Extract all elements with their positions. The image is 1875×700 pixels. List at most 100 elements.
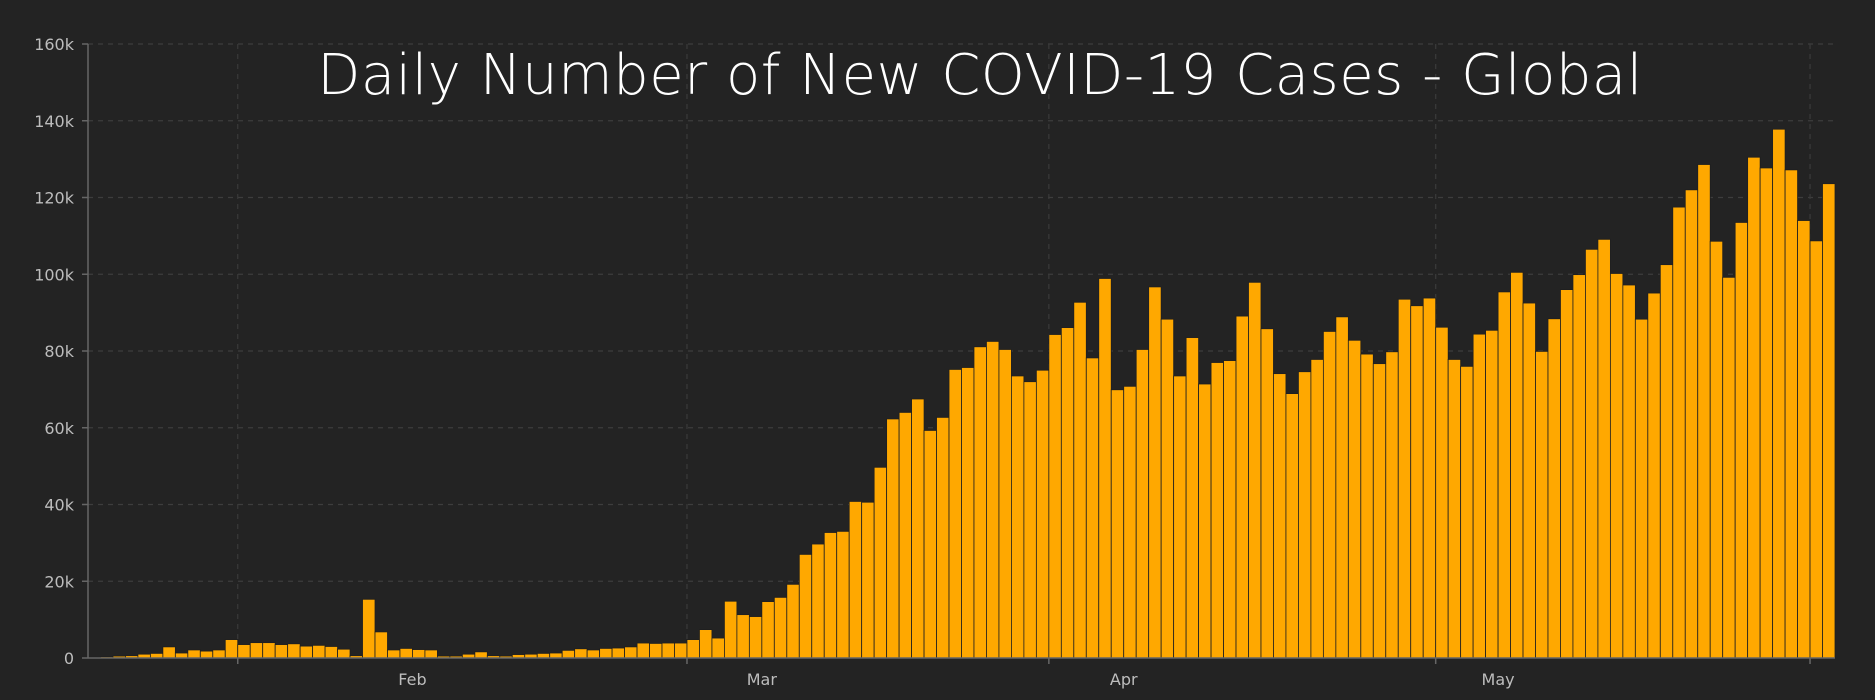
bar bbox=[1709, 240, 1724, 659]
bar bbox=[362, 598, 376, 659]
bar bbox=[911, 398, 925, 659]
y-tick-label: 20k bbox=[44, 572, 74, 591]
bar bbox=[898, 411, 912, 659]
bar bbox=[1260, 328, 1274, 659]
bar bbox=[574, 648, 588, 659]
bar bbox=[1822, 183, 1836, 659]
bar bbox=[249, 642, 264, 659]
bar bbox=[274, 644, 289, 659]
bar bbox=[1460, 365, 1474, 659]
bar bbox=[324, 646, 338, 659]
bar bbox=[1560, 289, 1574, 659]
bar bbox=[724, 600, 738, 659]
bar bbox=[611, 647, 625, 659]
bar bbox=[1298, 371, 1312, 659]
bar bbox=[748, 616, 763, 659]
x-tick-label: Mar bbox=[747, 670, 778, 689]
y-tick-label: 40k bbox=[44, 496, 74, 515]
bar bbox=[1085, 357, 1100, 659]
y-tick-label: 0 bbox=[64, 649, 74, 668]
bar bbox=[1098, 278, 1112, 659]
bar bbox=[948, 369, 962, 659]
bar bbox=[1572, 274, 1586, 659]
bar bbox=[1073, 301, 1087, 659]
x-tick-label: May bbox=[1482, 670, 1515, 689]
bar bbox=[986, 341, 1000, 659]
bar bbox=[1285, 393, 1299, 659]
bar bbox=[1035, 369, 1050, 659]
bar bbox=[1310, 359, 1324, 659]
bar bbox=[848, 501, 863, 659]
bar bbox=[1273, 373, 1287, 659]
bar bbox=[1659, 264, 1674, 659]
bar bbox=[387, 649, 401, 659]
bar bbox=[312, 644, 326, 659]
bar bbox=[1360, 353, 1374, 659]
bar bbox=[674, 642, 688, 659]
bar bbox=[237, 644, 251, 659]
bar bbox=[561, 649, 576, 659]
y-tick-label: 80k bbox=[44, 342, 74, 361]
y-tick-label: 60k bbox=[44, 419, 74, 438]
bar bbox=[1547, 318, 1561, 659]
bar bbox=[586, 649, 601, 659]
bar bbox=[861, 501, 875, 659]
bar bbox=[1447, 359, 1462, 659]
bar bbox=[1634, 318, 1649, 659]
chart-title: Daily Number of New COVID-19 Cases - Glo… bbox=[317, 43, 1643, 108]
bar bbox=[1023, 381, 1037, 659]
bar bbox=[1110, 389, 1125, 659]
bar bbox=[1435, 326, 1449, 659]
bar bbox=[1372, 363, 1387, 659]
y-axis-ticks: 0 20k 40k 60k 80k 100k 120k 140k 160k bbox=[34, 35, 88, 668]
bar bbox=[1210, 362, 1224, 659]
bar bbox=[936, 416, 950, 659]
bar bbox=[823, 532, 838, 659]
bar bbox=[1011, 375, 1025, 659]
bar bbox=[1672, 206, 1686, 659]
bar bbox=[399, 648, 413, 659]
bar bbox=[1322, 331, 1337, 659]
bar bbox=[299, 645, 314, 659]
bar bbox=[873, 466, 888, 659]
bar bbox=[798, 553, 813, 659]
x-tick-label: Feb bbox=[398, 670, 426, 689]
y-tick-label: 140k bbox=[34, 112, 75, 131]
bar bbox=[1198, 383, 1212, 659]
bar bbox=[1585, 248, 1599, 659]
bar bbox=[1397, 298, 1412, 659]
bar bbox=[199, 650, 214, 659]
bar bbox=[1160, 318, 1175, 659]
bar bbox=[1510, 271, 1524, 659]
bar bbox=[1148, 286, 1162, 659]
bar bbox=[1497, 291, 1511, 659]
x-tick-label: Apr bbox=[1110, 670, 1138, 689]
y-tick-label: 100k bbox=[34, 265, 75, 284]
bar bbox=[1797, 220, 1811, 659]
bar bbox=[1347, 339, 1362, 659]
bar bbox=[1135, 349, 1150, 659]
bar bbox=[1522, 302, 1536, 659]
bar bbox=[836, 530, 850, 659]
bar bbox=[761, 601, 775, 659]
bar bbox=[1410, 305, 1424, 659]
bar bbox=[636, 642, 650, 659]
bar bbox=[1759, 167, 1774, 659]
bar bbox=[262, 642, 276, 659]
bar bbox=[973, 346, 987, 659]
bar bbox=[736, 614, 750, 659]
bar bbox=[212, 649, 226, 659]
bar bbox=[1697, 164, 1711, 659]
bar bbox=[1535, 350, 1549, 659]
bar bbox=[1485, 329, 1499, 659]
bar bbox=[1684, 189, 1699, 659]
x-axis-ticks: Feb Mar Apr May bbox=[236, 658, 1811, 689]
bar bbox=[661, 642, 675, 659]
y-tick-label: 120k bbox=[34, 189, 75, 208]
bar bbox=[1784, 169, 1798, 659]
bars bbox=[87, 128, 1836, 659]
bar bbox=[711, 637, 725, 659]
bar bbox=[1734, 222, 1749, 659]
bar bbox=[1123, 385, 1137, 659]
bar bbox=[624, 646, 638, 659]
